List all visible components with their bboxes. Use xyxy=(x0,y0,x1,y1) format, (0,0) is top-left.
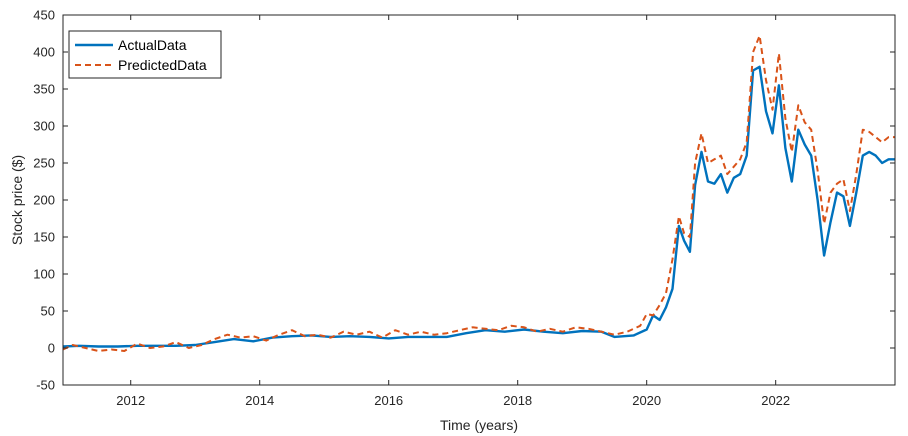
x-tick-label: 2020 xyxy=(632,393,661,408)
x-tick-label: 2016 xyxy=(374,393,403,408)
x-tick-label: 2014 xyxy=(245,393,274,408)
y-tick-label: 250 xyxy=(33,156,55,171)
series-line-actualdata xyxy=(62,65,895,348)
legend-label-predicteddata: PredictedData xyxy=(118,57,207,73)
legend: ActualData PredictedData xyxy=(68,30,222,79)
x-tick-label: 2018 xyxy=(503,393,532,408)
y-tick-label: 150 xyxy=(33,230,55,245)
y-tick-label: 350 xyxy=(33,82,55,97)
series-layer xyxy=(62,34,895,352)
y-axis-label: Stock price ($) xyxy=(9,155,25,245)
y-tick-label: 300 xyxy=(33,119,55,134)
y-tick-label: 50 xyxy=(41,304,55,319)
x-tick-label: 2012 xyxy=(116,393,145,408)
y-tick-label: 200 xyxy=(33,193,55,208)
series-line-predicteddata xyxy=(62,34,895,352)
y-tick-label: 450 xyxy=(33,8,55,23)
y-tick-label: 0 xyxy=(48,341,55,356)
y-tick-label: 400 xyxy=(33,45,55,60)
x-axis-label: Time (years) xyxy=(440,417,518,433)
legend-box xyxy=(68,30,222,79)
y-tick-label: -50 xyxy=(36,378,55,393)
x-tick-label: 2022 xyxy=(761,393,790,408)
legend-label-actualdata: ActualData xyxy=(118,37,187,53)
ticks-layer: 2012 2014 2016 2018 2020 2022 -50 0 50 100 150 200 2… xyxy=(33,8,895,408)
y-tick-label: 100 xyxy=(33,267,55,282)
